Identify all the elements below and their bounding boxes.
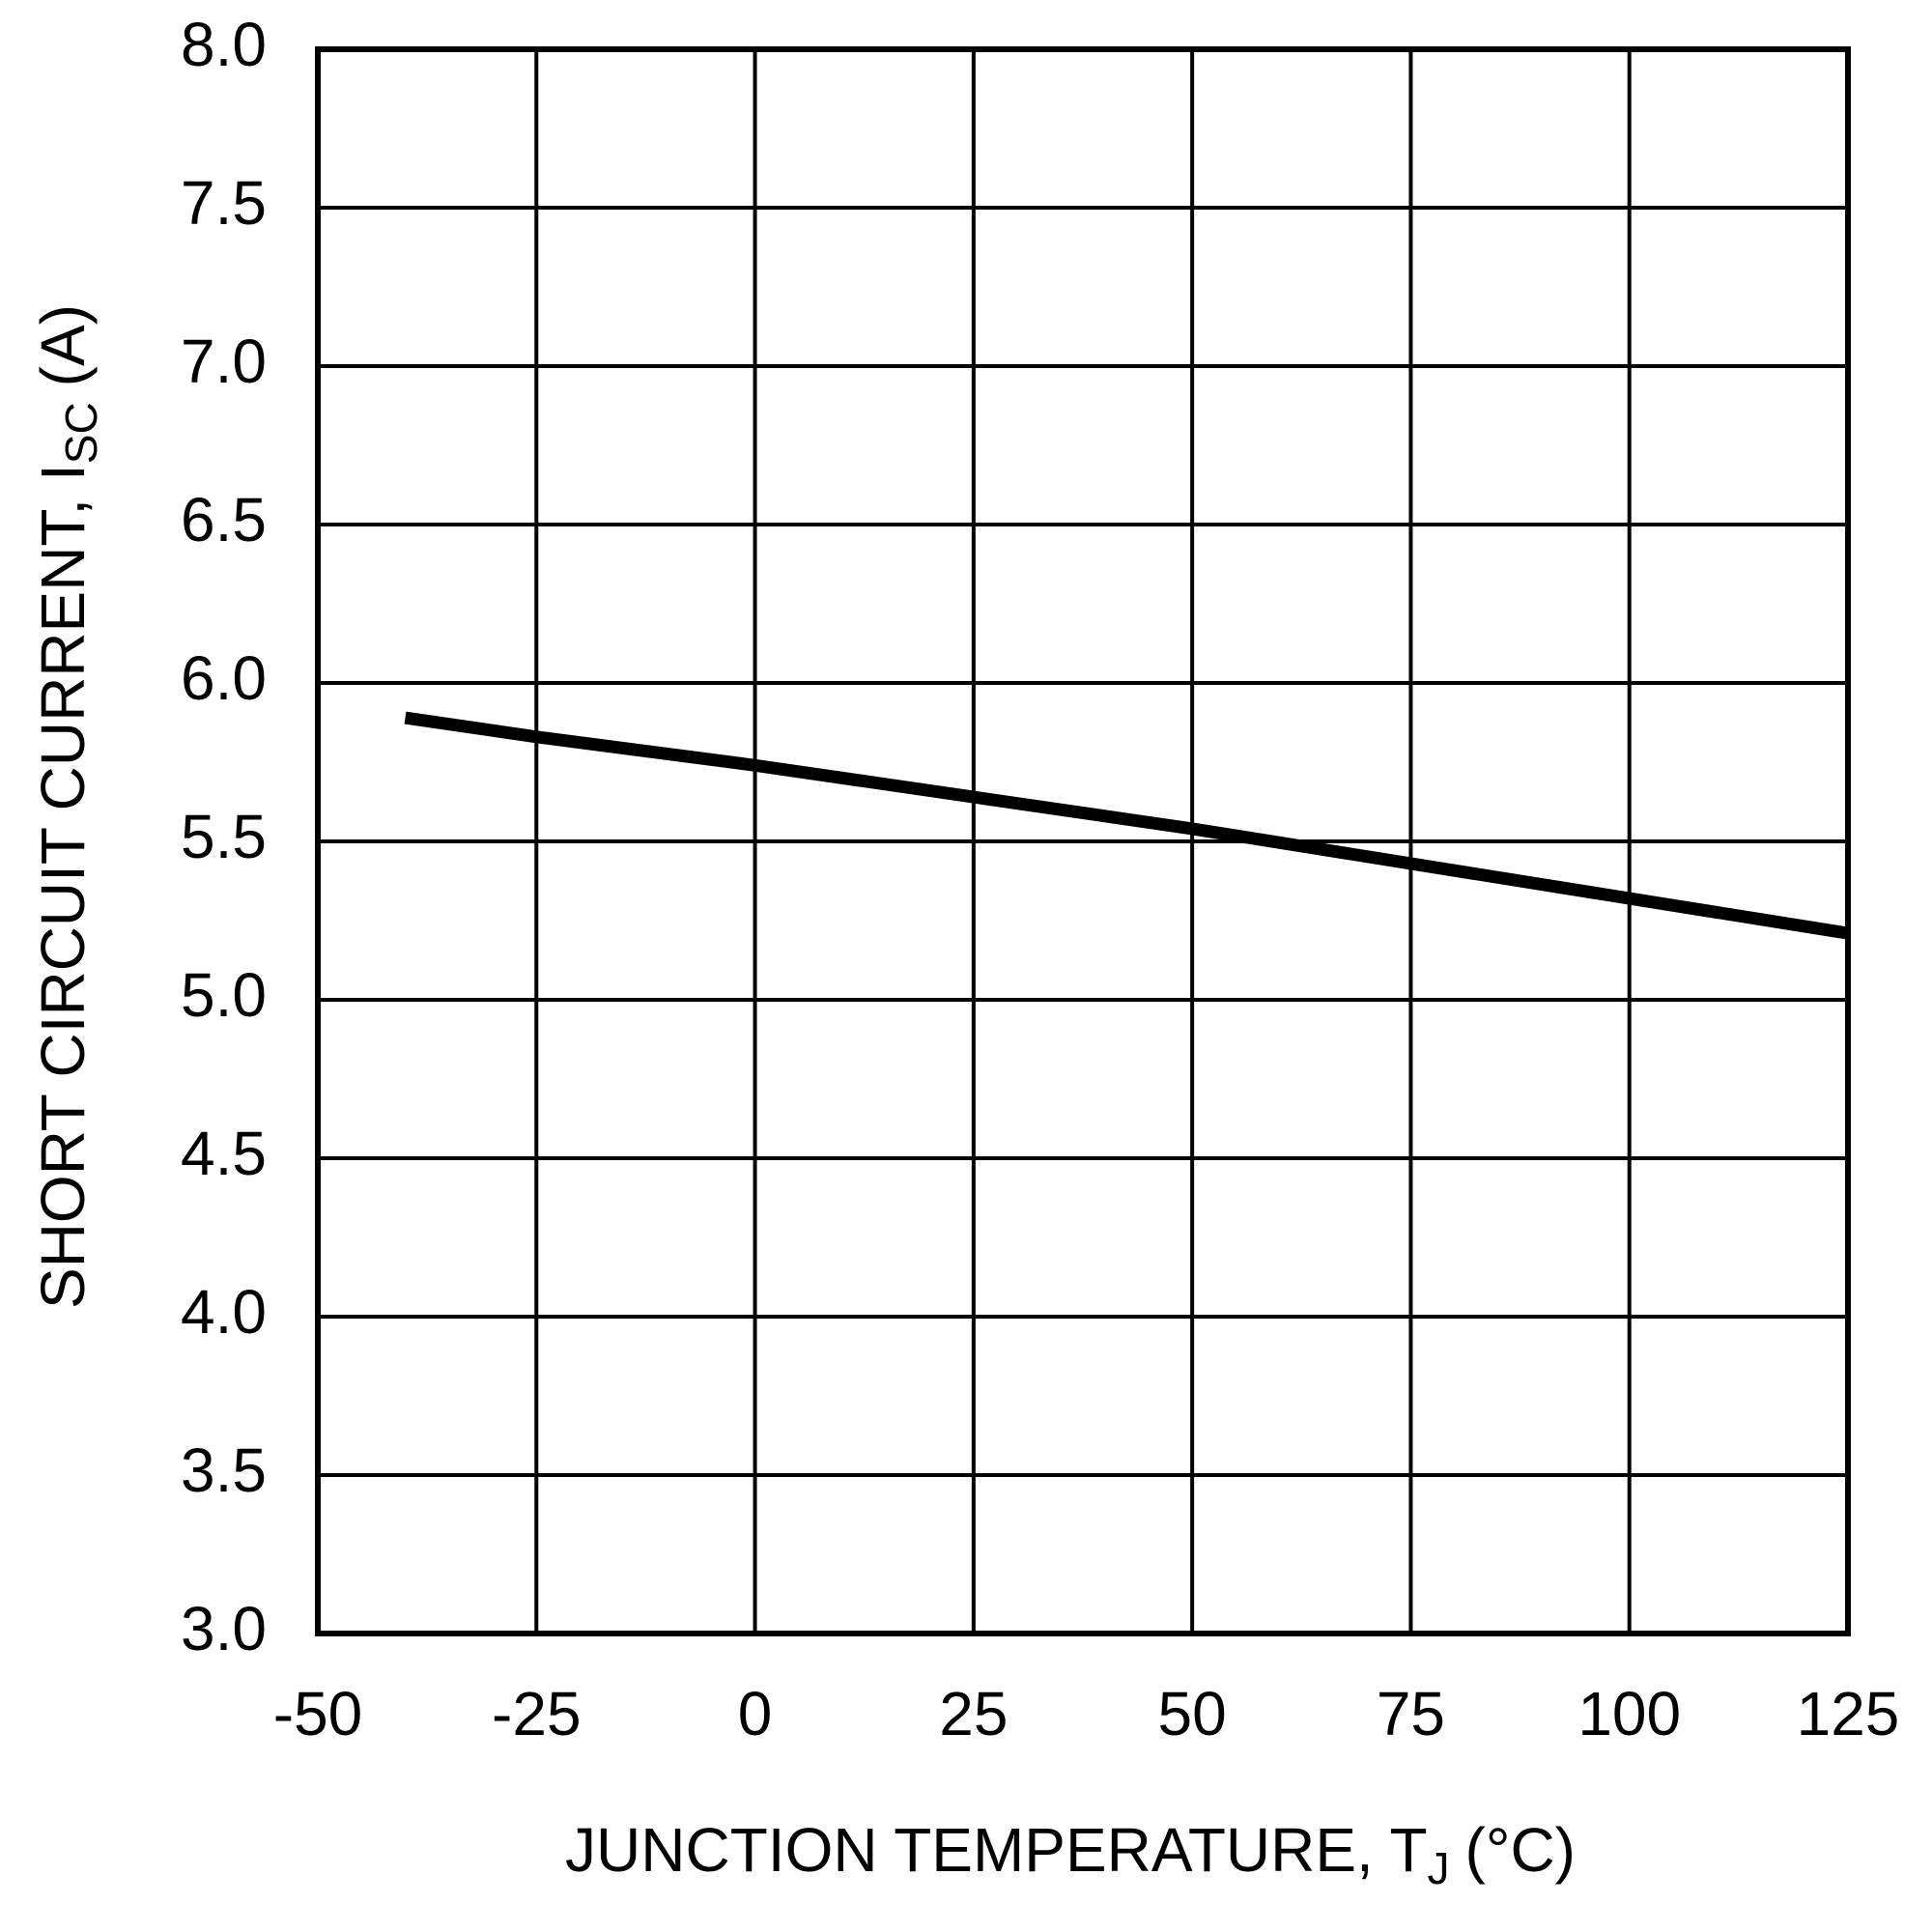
y-tick-label: 3.0: [181, 1594, 267, 1663]
x-tick-label: 25: [939, 1679, 1008, 1748]
y-tick-label: 8.0: [181, 10, 267, 79]
y-tick-label: 3.5: [181, 1435, 267, 1505]
y-label-main: SHORT CIRCUIT CURRENT, I: [28, 464, 98, 1309]
x-axis-label: JUNCTION TEMPERATURE, TJ (°C): [565, 1815, 1576, 1893]
x-tick-label: 75: [1377, 1679, 1445, 1748]
x-tick-label: 100: [1577, 1679, 1681, 1748]
y-axis-label: SHORT CIRCUIT CURRENT, ISC (A): [28, 304, 106, 1309]
y-tick-label: 6.5: [181, 485, 267, 554]
y-tick-label: 7.0: [181, 327, 267, 396]
y-tick-label: 6.0: [181, 643, 267, 713]
x-label-main: JUNCTION TEMPERATURE, T: [565, 1815, 1428, 1885]
y-tick-label: 5.5: [181, 802, 267, 871]
y-tick-label: 4.0: [181, 1277, 267, 1347]
x-tick-label: 125: [1797, 1679, 1900, 1748]
x-label-sub: J: [1428, 1843, 1450, 1893]
y-tick-label: 7.5: [181, 168, 267, 238]
x-tick-label: -50: [273, 1679, 363, 1748]
y-label-unit: (A): [28, 304, 98, 386]
y-label-sub: SC: [56, 402, 106, 464]
x-tick-label: 50: [1158, 1679, 1227, 1748]
x-tick-label: -25: [492, 1679, 582, 1748]
y-tick-label: 4.5: [181, 1119, 267, 1188]
x-label-unit: (°C): [1465, 1815, 1576, 1885]
plot-frame: [315, 46, 1851, 1636]
y-tick-label: 5.0: [181, 960, 267, 1030]
x-tick-label: 0: [738, 1679, 773, 1748]
data-line: [404, 711, 1850, 940]
